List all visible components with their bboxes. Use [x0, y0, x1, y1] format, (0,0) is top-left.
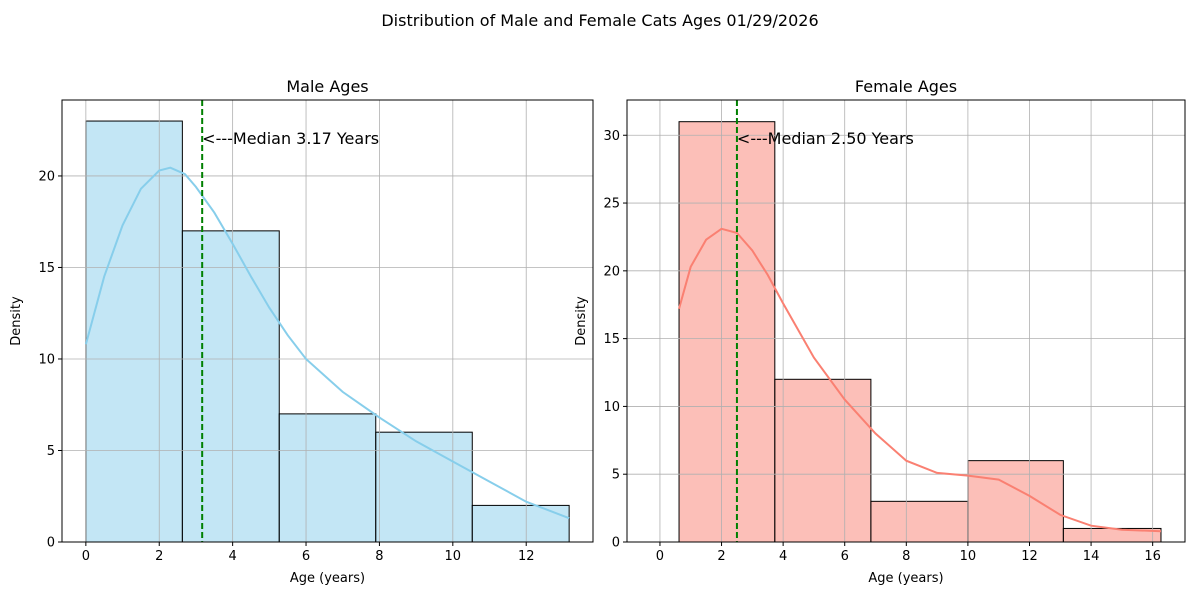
- kde-line: [678, 227, 1162, 533]
- y-tick-label: 0: [47, 536, 55, 551]
- y-tick-label: 5: [47, 444, 55, 459]
- x-tick-label: 4: [779, 549, 787, 564]
- histogram-bar: [471, 504, 570, 543]
- histogram-bar: [181, 230, 280, 543]
- y-tick-label: 10: [38, 352, 55, 367]
- x-tick-label: 14: [1083, 549, 1100, 564]
- y-tick-label: 10: [603, 400, 620, 415]
- x-tick-label: 8: [902, 549, 910, 564]
- y-axis-label: Density: [574, 296, 589, 346]
- y-tick-label: 15: [38, 261, 55, 276]
- male-ages-chart: <---Median 3.17 Years 0 2 4 6 8 10 12 0 5 10 15 20 Ma…: [9, 77, 594, 586]
- y-tick-label: 15: [603, 332, 620, 347]
- x-axis-label: Age (years): [290, 571, 365, 586]
- y-tick-label: 0: [612, 536, 620, 551]
- histogram-bar: [774, 378, 872, 543]
- histogram-bar: [375, 431, 473, 543]
- histogram-bar: [278, 413, 377, 543]
- median-annotation: <---Median 2.50 Years: [737, 129, 914, 148]
- y-tick-label: 5: [612, 468, 620, 483]
- chart-title: Male Ages: [286, 77, 368, 96]
- x-axis-label: Age (years): [868, 571, 943, 586]
- x-tick-label: 8: [375, 549, 383, 564]
- x-tick-label: 2: [717, 549, 725, 564]
- histogram-bar: [678, 121, 776, 543]
- x-tick-label: 12: [518, 549, 535, 564]
- y-tick-label: 20: [603, 264, 620, 279]
- y-axis-label: Density: [9, 296, 24, 346]
- female-ages-chart: <---Median 2.50 Years 0 2 4 6 8 10 12 14 16 0 5 10 15…: [574, 77, 1186, 586]
- histogram-bar: [85, 120, 183, 543]
- figure-title: Distribution of Male and Female Cats Age…: [381, 11, 818, 30]
- x-tick-label: 6: [302, 549, 310, 564]
- x-tick-label: 2: [155, 549, 163, 564]
- x-tick-label: 0: [82, 549, 90, 564]
- x-tick-label: 4: [228, 549, 236, 564]
- chart-title: Female Ages: [855, 77, 957, 96]
- y-tick-label: 20: [38, 169, 55, 184]
- x-tick-label: 6: [841, 549, 849, 564]
- x-tick-label: 10: [445, 549, 462, 564]
- histogram-bar: [870, 500, 969, 543]
- y-tick-label: 30: [603, 129, 620, 144]
- x-tick-label: 12: [1021, 549, 1038, 564]
- x-tick-label: 16: [1144, 549, 1161, 564]
- x-tick-label: 0: [656, 549, 664, 564]
- median-annotation: <---Median 3.17 Years: [202, 129, 379, 148]
- histogram-bar: [967, 460, 1064, 543]
- y-tick-label: 25: [603, 197, 620, 212]
- x-tick-label: 10: [960, 549, 977, 564]
- kde-line: [84, 166, 570, 520]
- axes-frame: [61, 99, 594, 543]
